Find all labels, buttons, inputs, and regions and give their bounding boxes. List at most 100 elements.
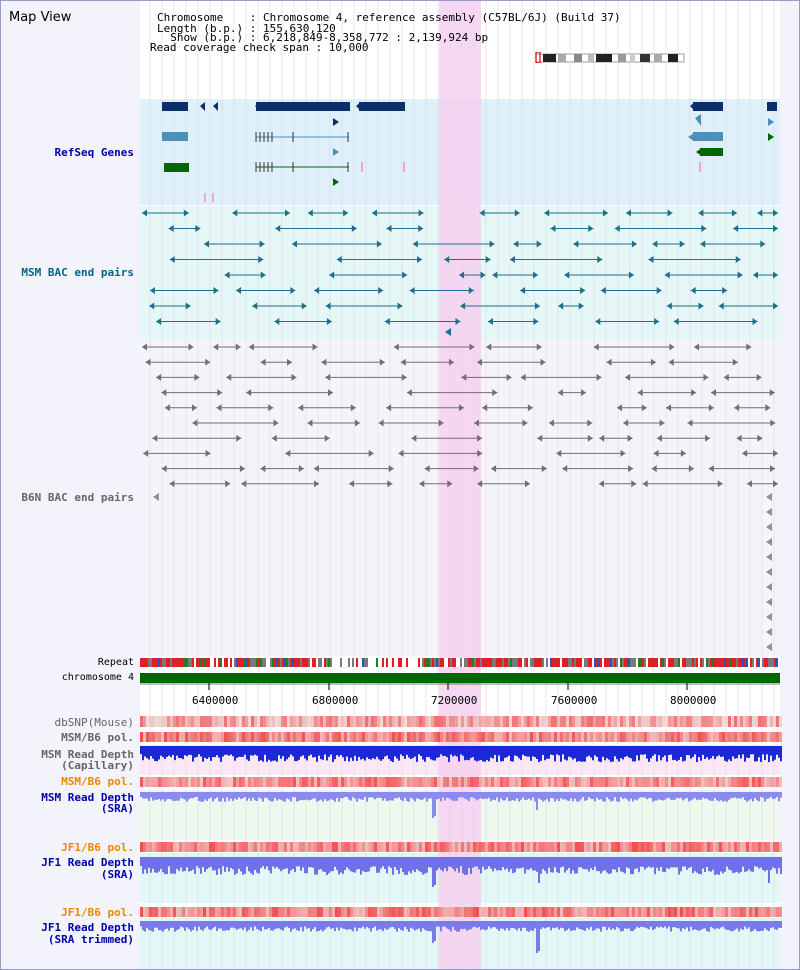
read-depth-bar	[708, 746, 710, 760]
repeat-segment	[750, 658, 752, 667]
read-depth-bar	[456, 857, 458, 869]
track-label-b6n-bac[interactable]: B6N BAC end pairs	[21, 491, 134, 504]
read-depth-bar	[462, 857, 464, 874]
track-label-msm-bac[interactable]: MSM BAC end pairs	[21, 266, 134, 279]
read-depth-bar	[154, 857, 156, 873]
read-depth-bar	[678, 792, 680, 799]
read-depth-bar	[548, 792, 550, 802]
read-depth-bar	[306, 746, 308, 761]
read-depth-bar	[418, 921, 420, 929]
read-depth-bar	[674, 746, 676, 760]
bac-end-marker	[324, 434, 330, 442]
snp-density-cell	[539, 777, 542, 787]
bac-end-marker	[522, 419, 528, 427]
read-depth-bar	[736, 792, 738, 799]
bac-end-marker	[616, 404, 622, 412]
read-depth-bar	[442, 746, 444, 756]
snp-density-cell	[458, 777, 461, 787]
repeat-segment	[180, 658, 182, 667]
read-depth-bar	[318, 792, 320, 801]
read-depth-bar	[552, 746, 554, 756]
snp-density-cell	[605, 842, 608, 852]
read-depth-bar	[468, 857, 470, 868]
read-depth-bar	[682, 792, 684, 801]
read-depth-bar	[156, 746, 158, 762]
track-label-refseq[interactable]: RefSeq Genes	[54, 146, 134, 159]
snp-density-cell	[590, 716, 593, 727]
read-depth-bar	[394, 857, 396, 867]
read-depth-bar	[174, 857, 176, 874]
read-depth-bar	[454, 792, 456, 801]
snp-density-cell	[413, 732, 416, 742]
read-depth-bar	[712, 746, 714, 757]
read-depth-bar	[160, 792, 162, 801]
read-depth-bar	[564, 857, 566, 873]
read-depth-bar	[616, 921, 618, 927]
snp-density-cell	[734, 716, 737, 727]
bac-end-marker	[757, 434, 763, 442]
snp-density-cell	[410, 907, 413, 917]
read-depth-bar	[766, 921, 768, 931]
snp-density-cell	[479, 716, 482, 727]
snp-density-cell	[566, 907, 569, 917]
read-depth-bar	[600, 792, 602, 800]
read-depth-bar	[194, 746, 196, 758]
snp-density-cell	[302, 842, 305, 852]
repeat-segment	[366, 658, 368, 667]
snp-density-cell	[383, 907, 386, 917]
snp-density-cell	[542, 842, 545, 852]
read-depth-bar	[476, 921, 478, 929]
bac-end-marker	[438, 419, 444, 427]
read-depth-bar	[386, 921, 388, 930]
bac-end-marker	[213, 343, 219, 351]
snp-density-cell	[248, 842, 251, 852]
read-depth-bar	[202, 857, 204, 868]
read-depth-bar	[664, 746, 666, 756]
read-depth-bar	[646, 921, 648, 929]
repeat-segment	[498, 658, 500, 667]
read-depth-bar	[670, 746, 672, 755]
snp-density-cell	[461, 777, 464, 787]
snp-density-cell	[377, 842, 380, 852]
read-depth-bar	[164, 857, 166, 875]
snp-density-cell	[473, 907, 476, 917]
read-depth-bar	[586, 792, 588, 800]
snp-density-cell	[461, 842, 464, 852]
read-depth-bar	[570, 746, 572, 758]
repeat-segment	[340, 658, 342, 667]
read-depth-bar	[556, 746, 558, 755]
read-depth-bar	[580, 857, 582, 868]
snp-density-cell	[482, 842, 485, 852]
read-depth-bar	[218, 921, 220, 929]
snp-density-cell	[344, 716, 347, 727]
read-depth-bar	[670, 921, 672, 932]
bac-end-marker	[444, 256, 450, 263]
snp-density-cell	[548, 777, 551, 787]
snp-density-cell	[593, 777, 596, 787]
snp-density-cell	[485, 907, 488, 917]
read-depth-bar	[482, 857, 484, 867]
snp-density-cell	[764, 716, 767, 727]
read-depth-bar	[606, 792, 608, 798]
snp-density-cell	[485, 732, 488, 742]
read-depth-bar	[746, 857, 748, 872]
snp-density-cell	[677, 732, 680, 742]
bac-end-marker	[506, 373, 512, 381]
snp-density-cell	[239, 777, 242, 787]
read-depth-bar	[578, 921, 580, 929]
read-depth-bar	[416, 792, 418, 799]
snp-density-cell	[761, 777, 764, 787]
read-depth-bar	[152, 792, 154, 801]
read-depth-bar	[716, 857, 718, 875]
snp-density-cell	[551, 842, 554, 852]
read-depth-bar	[672, 857, 674, 868]
read-depth-bar	[462, 792, 464, 798]
snp-density-cell	[296, 777, 299, 787]
read-depth-bar	[514, 857, 516, 873]
snp-density-cell	[209, 907, 212, 917]
chromosome-ideogram[interactable]	[530, 52, 685, 63]
read-depth-bar	[310, 746, 312, 755]
snp-density-cell	[644, 732, 647, 742]
snp-density-cell	[743, 716, 746, 727]
